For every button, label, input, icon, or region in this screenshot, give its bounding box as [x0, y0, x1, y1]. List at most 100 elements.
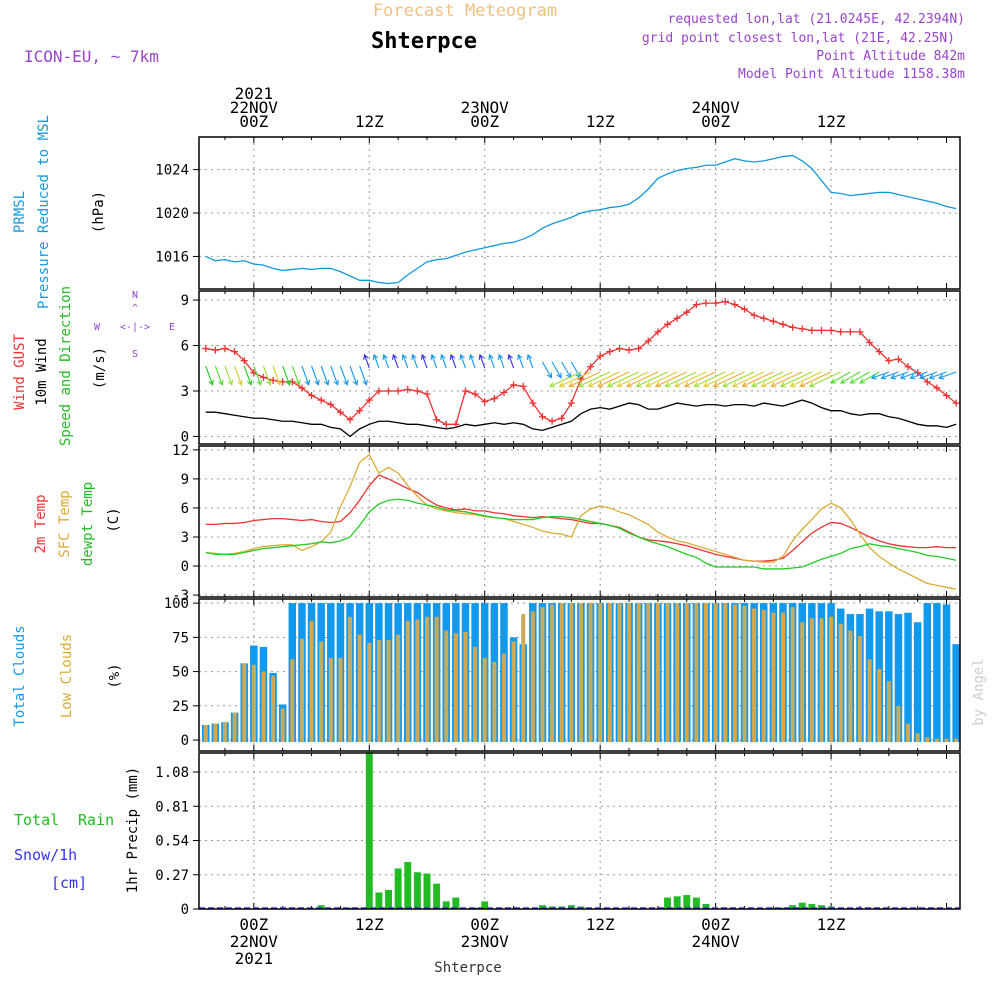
low-cloud-bar: [742, 605, 747, 743]
gust-marker: [789, 323, 797, 331]
wind-direction-arrow: [440, 353, 447, 369]
low-cloud-bar: [684, 603, 689, 743]
low-cloud-bar: [463, 631, 468, 743]
clouds-tick-label: 25: [172, 699, 189, 715]
time-label-bottom: 24NOV: [692, 932, 741, 951]
low-cloud-bar: [848, 630, 853, 743]
low-cloud-bar: [675, 603, 680, 743]
wind-direction-arrow: [382, 353, 390, 369]
gust-marker: [673, 314, 681, 322]
low-cloud-bar: [242, 663, 247, 743]
temp-tick-label: 6: [181, 501, 189, 517]
product-title: Forecast Meteogram: [373, 1, 557, 21]
gust-marker: [461, 387, 469, 395]
low-cloud-bar: [415, 619, 420, 743]
wind-direction-arrow: [683, 371, 716, 388]
low-cloud-bar: [309, 620, 314, 743]
low-cloud-bar: [694, 603, 699, 743]
wind-label-1: Wind GUST: [12, 334, 28, 410]
rain-bar: [317, 905, 325, 909]
precip-label-total: Total: [14, 811, 59, 829]
wind-direction-arrow: [330, 365, 339, 386]
temp-dewpt-line: [205, 498, 957, 570]
precip-panel: 0 0.27 0.54 0.81 1.08: [155, 751, 961, 918]
rain-bar: [538, 905, 546, 909]
gust-marker: [356, 407, 364, 415]
wind-direction-arrow: [478, 353, 486, 369]
total-cloud-bar: [913, 622, 922, 743]
wind-direction-arrow: [272, 365, 282, 386]
total-cloud-bar: [942, 604, 951, 743]
wind-direction-arrow: [674, 371, 707, 388]
gust-marker: [365, 396, 373, 404]
clouds-label-1: Total Clouds: [12, 625, 28, 726]
low-cloud-bar: [588, 603, 593, 743]
gust-marker: [510, 381, 518, 389]
gust-marker: [885, 357, 893, 365]
gust-marker: [837, 328, 845, 336]
wind-direction-arrow: [664, 371, 697, 388]
gust-marker: [375, 387, 383, 395]
wind-direction-arrow: [606, 371, 639, 388]
wind-direction-arrow: [291, 365, 301, 386]
low-cloud-bar: [434, 616, 439, 743]
rain-bar: [365, 751, 373, 909]
time-label-bottom: 00Z: [470, 915, 499, 934]
wind-direction-arrow: [253, 365, 262, 386]
gust-marker: [423, 390, 431, 398]
clouds-tick-label: 100: [164, 596, 189, 612]
low-cloud-bar: [598, 603, 603, 743]
gust-marker: [500, 388, 508, 396]
wind-direction-arrow: [449, 353, 457, 369]
low-cloud-bar: [617, 603, 622, 743]
low-cloud-bar: [578, 603, 583, 743]
gust-marker: [923, 378, 931, 386]
low-cloud-bar: [867, 659, 872, 743]
rain-bar: [673, 896, 681, 909]
time-label-bottom: 00Z: [239, 915, 268, 934]
wind-direction-arrow: [890, 371, 909, 380]
gust-marker: [846, 328, 854, 336]
wind-tick-label: 3: [181, 384, 189, 400]
gust-marker: [327, 401, 335, 409]
gust-marker: [490, 395, 498, 403]
wind-direction-arrow: [654, 371, 688, 388]
wind-direction-arrow: [770, 371, 803, 388]
low-cloud-bar: [290, 659, 295, 743]
low-cloud-bar: [723, 603, 728, 743]
gust-marker: [442, 420, 450, 428]
pressure-tick-label: 1016: [155, 249, 189, 265]
pressure-tick-label: 1020: [155, 206, 189, 222]
precip-frame: [198, 752, 961, 910]
low-cloud-bar: [328, 657, 333, 743]
pressure-label-2: Pressure Reduced to MSL: [36, 115, 52, 309]
gust-marker: [471, 390, 479, 398]
temp-sfc-line: [205, 453, 957, 590]
time-label-top: 12Z: [355, 112, 384, 131]
gust-marker: [952, 399, 960, 407]
wind-direction-arrow: [731, 371, 764, 388]
gust-marker: [712, 299, 720, 307]
rain-bar: [404, 862, 412, 909]
wind-direction-arrow: [339, 365, 349, 386]
low-cloud-bar: [944, 738, 949, 743]
low-cloud-bar: [424, 616, 430, 743]
wind-direction-arrow: [626, 371, 659, 388]
gust-marker: [596, 352, 604, 360]
low-cloud-bar: [396, 634, 401, 743]
low-cloud-bar: [761, 609, 766, 743]
gust-marker: [385, 387, 393, 395]
time-label-bottom: 12Z: [355, 915, 384, 934]
low-cloud-bar: [607, 603, 612, 743]
compass-e: E: [169, 322, 175, 333]
low-cloud-bar: [492, 661, 497, 743]
low-cloud-bar: [482, 657, 487, 743]
precip-unit: 1hr Precip (mm): [125, 767, 141, 893]
gust-marker: [625, 346, 633, 354]
low-cloud-bar: [790, 607, 795, 743]
total-cloud-bar: [923, 603, 932, 743]
low-cloud-bar: [954, 738, 959, 743]
gust-marker: [644, 337, 652, 345]
